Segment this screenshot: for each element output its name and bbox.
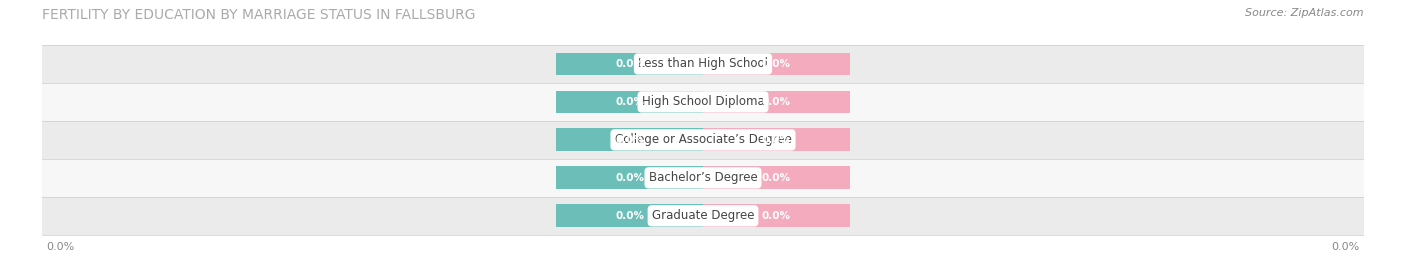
Bar <box>703 90 849 113</box>
Bar <box>703 52 849 75</box>
Bar <box>0 121 1406 159</box>
Text: 0.0%: 0.0% <box>614 211 644 221</box>
Text: 0.0%: 0.0% <box>614 173 644 183</box>
Bar <box>0 45 1406 83</box>
Text: FERTILITY BY EDUCATION BY MARRIAGE STATUS IN FALLSBURG: FERTILITY BY EDUCATION BY MARRIAGE STATU… <box>42 8 475 22</box>
Bar <box>703 129 849 151</box>
Text: Graduate Degree: Graduate Degree <box>652 209 754 222</box>
Bar <box>703 204 849 227</box>
Text: 0.0%: 0.0% <box>762 97 792 107</box>
Bar <box>557 52 703 75</box>
Text: College or Associate’s Degree: College or Associate’s Degree <box>614 133 792 146</box>
Text: Bachelor’s Degree: Bachelor’s Degree <box>648 171 758 184</box>
Bar <box>0 159 1406 197</box>
Bar <box>557 167 703 189</box>
Text: 0.0%: 0.0% <box>614 59 644 69</box>
Bar <box>703 167 849 189</box>
Bar <box>0 197 1406 235</box>
Text: Source: ZipAtlas.com: Source: ZipAtlas.com <box>1246 8 1364 18</box>
Bar <box>0 83 1406 121</box>
Text: 0.0%: 0.0% <box>762 211 792 221</box>
Text: 0.0%: 0.0% <box>762 59 792 69</box>
Text: 0.0%: 0.0% <box>762 173 792 183</box>
Bar <box>557 204 703 227</box>
Text: 0.0%: 0.0% <box>762 135 792 145</box>
Text: 0.0%: 0.0% <box>614 135 644 145</box>
Bar <box>557 129 703 151</box>
Text: Less than High School: Less than High School <box>638 57 768 70</box>
Text: 0.0%: 0.0% <box>614 97 644 107</box>
Bar <box>557 90 703 113</box>
Text: High School Diploma: High School Diploma <box>641 95 765 108</box>
